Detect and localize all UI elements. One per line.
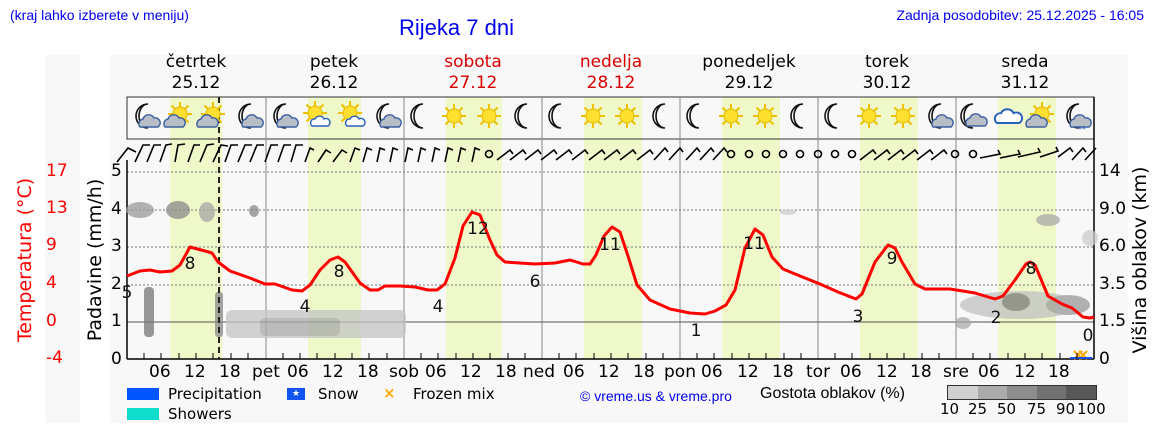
- day-header: četrtek 25.12: [165, 52, 227, 93]
- svg-text:8: 8: [334, 262, 345, 282]
- weather-icons: **: [135, 100, 1092, 134]
- frozen-mix-icon: ×: [383, 384, 396, 402]
- precip-axis-label-wrap: Padavine (mm/h): [80, 160, 110, 360]
- legend-precipitation: Precipitation: [168, 385, 262, 403]
- cloud-height-label-wrap: Višina oblakov (km): [1125, 160, 1152, 360]
- page-title: Rijeka 7 dni: [399, 15, 514, 40]
- last-update: Zadnja posodobitev: 25.12.2025 - 16:05: [896, 7, 1144, 23]
- svg-text:1: 1: [691, 321, 702, 341]
- legend-frozen-mix: Frozen mix: [413, 385, 495, 403]
- day-header: sreda 31.12: [1000, 52, 1050, 93]
- day-header: sobota 27.12: [444, 52, 502, 93]
- legend-showers: Showers: [168, 405, 232, 423]
- svg-text:12: 12: [467, 219, 489, 239]
- temperature-line: [126, 210, 1095, 320]
- cloud-density-label: Gostota oblakov (%): [760, 385, 905, 402]
- precipitation-swatch: [127, 388, 159, 400]
- day-header: nedelja 28.12: [579, 52, 643, 93]
- temperature-axis-label: Temperatura (°C): [14, 177, 36, 343]
- precip-axis-label: Padavine (mm/h): [84, 178, 106, 342]
- cloud-height-axis-label: Višina oblakov (km): [1129, 166, 1151, 354]
- cloud-density-scale: [947, 385, 1097, 400]
- svg-text:9: 9: [887, 249, 898, 269]
- svg-text:11: 11: [743, 234, 765, 254]
- day-header: petek 26.12: [309, 52, 359, 93]
- day-header: ponedeljek 29.12: [702, 52, 796, 93]
- temperature-axis-panel: [45, 55, 80, 423]
- temperature-labels: 5 8 4 8 4 12 6 11 1 11 3 9 2 8 0: [122, 219, 1094, 346]
- svg-text:3: 3: [853, 307, 864, 327]
- showers-swatch: [127, 408, 159, 420]
- svg-text:2: 2: [991, 308, 1002, 328]
- snow-icon: ★: [287, 388, 305, 400]
- svg-text:4: 4: [433, 297, 444, 317]
- svg-text:5: 5: [122, 283, 133, 303]
- location-hint[interactable]: (kraj lahko izberete v meniju): [10, 7, 189, 23]
- temperature-axis-label-wrap: Temperatura (°C): [10, 160, 40, 360]
- svg-text:4: 4: [300, 297, 311, 317]
- svg-text:0: 0: [1083, 326, 1094, 346]
- svg-text:8: 8: [1026, 259, 1037, 279]
- daylight-bands: [170, 97, 1056, 359]
- copyright-link[interactable]: © vreme.us & vreme.pro: [580, 388, 732, 404]
- day-header: torek 30.12: [862, 52, 912, 93]
- x-axis-labels: 06 12 18 pet 06 12 18 sob 06 12 18 ned 0…: [149, 362, 1070, 382]
- svg-text:8: 8: [185, 254, 196, 274]
- svg-text:**: **: [1078, 125, 1086, 134]
- legend-snow: Snow: [318, 385, 359, 403]
- svg-text:11: 11: [599, 235, 621, 255]
- wind-barbs: [116, 143, 1097, 163]
- svg-text:6: 6: [530, 272, 541, 292]
